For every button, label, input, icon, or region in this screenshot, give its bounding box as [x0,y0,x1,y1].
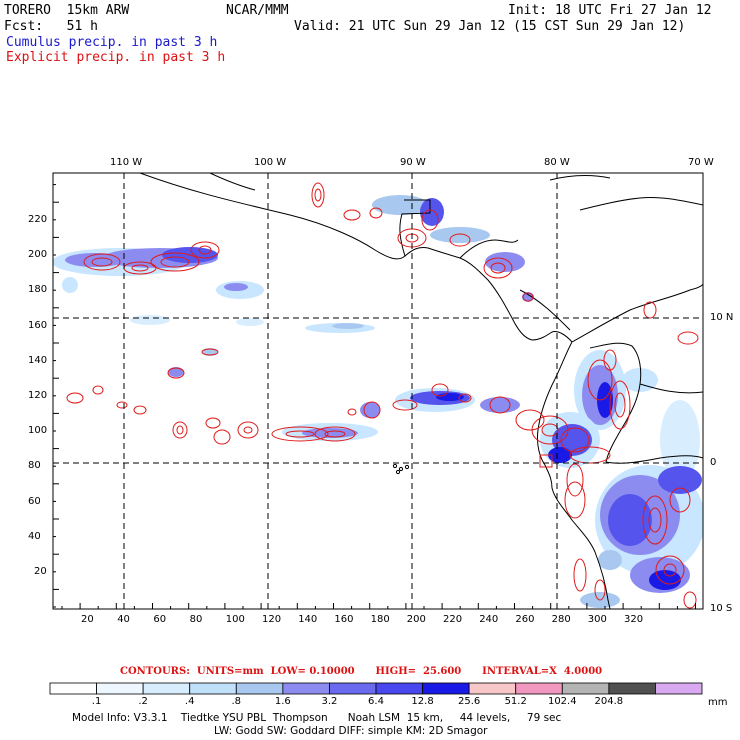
colorbar-swatch [189,682,237,695]
colorbar-swatch [282,682,330,695]
lon-label-100w: 100 W [254,157,287,168]
colorbar-swatch [422,682,470,695]
y-tick-label: 100 [28,425,48,437]
y-tick-label: 180 [28,284,48,296]
x-tick-label: 120 [262,614,282,625]
colorbar-swatch [655,682,703,695]
x-tick-label: 80 [189,614,203,625]
axis-ticks [53,184,696,609]
x-tick-label: 160 [334,614,354,625]
model-info-line2: LW: Godd SW: Goddard DIFF: simple KM: 2D… [214,725,488,737]
colorbar-swatch [49,682,97,695]
lat-label-10n: 10 N [710,312,734,323]
y-tick-label: 220 [28,214,48,225]
model-title: TORERO 15km ARW [4,3,130,18]
colorbar-label: .8 [231,696,242,707]
colorbar-label: 51.2 [504,696,527,707]
x-tick-label: 280 [551,614,571,625]
x-tick-label: 240 [479,614,499,625]
colorbar [49,682,703,695]
x-tick-label: 40 [117,614,130,625]
x-tick-label: 100 [225,614,245,625]
colorbar-label: .2 [138,696,148,707]
forecast-hour: Fcst: 51 h [4,19,98,34]
lat-label-0: 0 [710,457,717,468]
y-tick-label: 160 [28,319,48,331]
x-tick-label: 260 [515,614,535,625]
colorbar-swatch [142,682,191,695]
valid-time: Valid: 21 UTC Sun 29 Jan 12 (15 CST Sun … [294,19,686,34]
y-tick-label: 200 [28,249,48,261]
y-tick-label: 80 [28,460,41,472]
colorbar-swatch [375,682,423,695]
y-tick-label: 40 [28,530,41,542]
colorbar-swatch [515,682,563,695]
lat-lon-grid [53,173,703,609]
colorbar-label: 204.8 [594,696,624,707]
colorbar-label: 102.4 [547,696,577,707]
colorbar-swatch [608,682,656,695]
colorbar-label: 1.6 [274,696,291,707]
explicit-legend: Explicit precip. in past 3 h [6,50,226,65]
colorbar-swatch [96,682,144,695]
y-tick-label: 20 [34,566,47,577]
precip-shading [53,195,703,608]
lon-label-70w: 70 W [688,157,714,168]
colorbar-unit: mm [708,697,728,708]
map-frame [52,172,704,610]
y-tick-label: 60 [28,495,41,507]
x-tick-label: 220 [443,614,463,625]
y-tick-label: 120 [28,390,48,401]
x-tick-label: 320 [624,614,644,625]
lat-label-10s: 10 S [710,603,733,614]
lon-label-110w: 110 W [110,157,143,168]
explicit-precip-contours [66,182,699,609]
contours-info: CONTOURS: UNITS=mm LOW= 0.10000 HIGH= 25… [120,666,603,677]
model-info-line1: Model Info: V3.3.1 Tiedtke YSU PBL Thomp… [72,712,562,724]
x-tick-label: 200 [406,614,426,625]
init-time: Init: 18 UTC Fri 27 Jan 12 [508,3,712,18]
x-tick-label: 300 [587,614,607,625]
colorbar-label: 3.2 [321,696,338,707]
colorbar-label: 6.4 [368,696,384,707]
org-label: NCAR/MMM [226,3,289,18]
x-tick-label: 140 [298,614,318,625]
x-tick-label: 20 [81,614,94,625]
colorbar-swatch [329,682,377,695]
colorbar-swatch [561,682,610,695]
x-tick-label: 60 [153,614,167,625]
colorbar-swatch [468,682,517,695]
colorbar-label: 25.6 [458,696,481,707]
lon-label-90w: 90 W [400,157,426,168]
x-tick-label: 180 [370,614,390,625]
y-tick-label: 140 [28,354,48,366]
colorbar-label: .4 [184,696,195,707]
colorbar-label: 12.8 [411,696,434,707]
coastlines [139,173,703,609]
lon-label-80w: 80 W [544,157,570,168]
colorbar-label: .1 [91,696,102,707]
colorbar-swatch [235,682,284,695]
cumulus-legend: Cumulus precip. in past 3 h [6,35,218,50]
